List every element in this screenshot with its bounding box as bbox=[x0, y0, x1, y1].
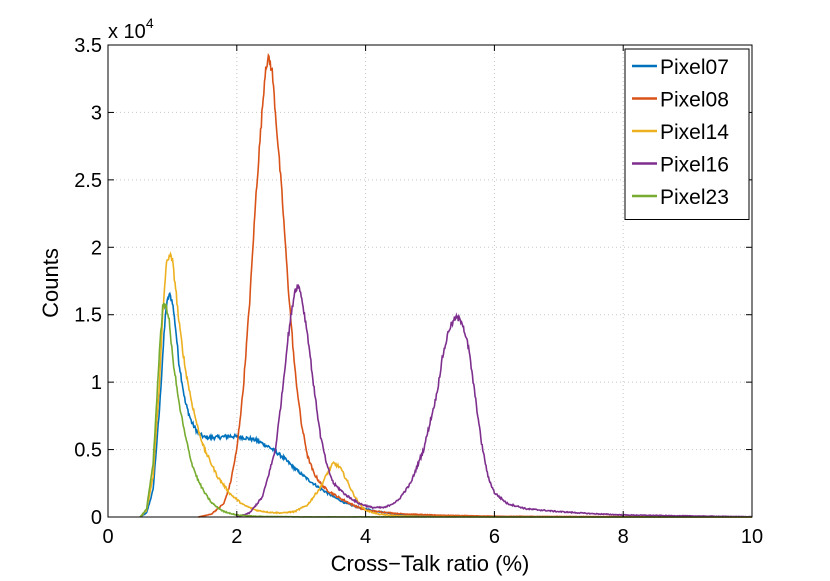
y-multiplier-label: x 104 bbox=[108, 15, 154, 43]
y-tick-label: 1.5 bbox=[74, 305, 102, 327]
x-tick-label: 6 bbox=[489, 526, 500, 548]
x-tick-label: 2 bbox=[231, 526, 242, 548]
x-tick-label: 4 bbox=[360, 526, 371, 548]
legend-entry-label: Pixel23 bbox=[660, 186, 729, 209]
legend-entry-label: Pixel07 bbox=[660, 56, 729, 79]
x-tick-label: 10 bbox=[741, 526, 763, 548]
y-tick-label: 1 bbox=[91, 372, 102, 394]
y-multiplier-base: x 10 bbox=[108, 21, 146, 43]
series-line-pixel16 bbox=[236, 283, 753, 518]
y-tick-label: 3.5 bbox=[74, 35, 102, 57]
y-tick-label: 0.5 bbox=[74, 440, 102, 462]
y-tick-label: 0 bbox=[91, 507, 102, 529]
legend-box bbox=[624, 48, 750, 220]
x-tick-label: 8 bbox=[618, 526, 629, 548]
x-tick-label: 0 bbox=[102, 526, 113, 548]
plot-frame bbox=[107, 44, 753, 518]
x-axis-label: Cross−Talk ratio (%) bbox=[331, 551, 530, 576]
legend-entry-label: Pixel08 bbox=[660, 89, 729, 112]
legend: Pixel07 Pixel08 Pixel14 Pixel16 Pixel23 bbox=[624, 48, 750, 220]
y-tick-label: 2 bbox=[91, 237, 102, 259]
legend-entry-label: Pixel14 bbox=[660, 121, 729, 144]
y-tick-label: 3 bbox=[91, 102, 102, 124]
axis-ticks: 0 2 4 6 8 10 0 0.5 1 1.5 2 2.5 3 3.5 bbox=[74, 35, 763, 548]
y-tick-label: 2.5 bbox=[74, 170, 102, 192]
y-multiplier-exponent: 4 bbox=[146, 15, 154, 31]
y-axis-label: Counts bbox=[38, 248, 63, 318]
legend-entry-label: Pixel16 bbox=[660, 154, 729, 177]
